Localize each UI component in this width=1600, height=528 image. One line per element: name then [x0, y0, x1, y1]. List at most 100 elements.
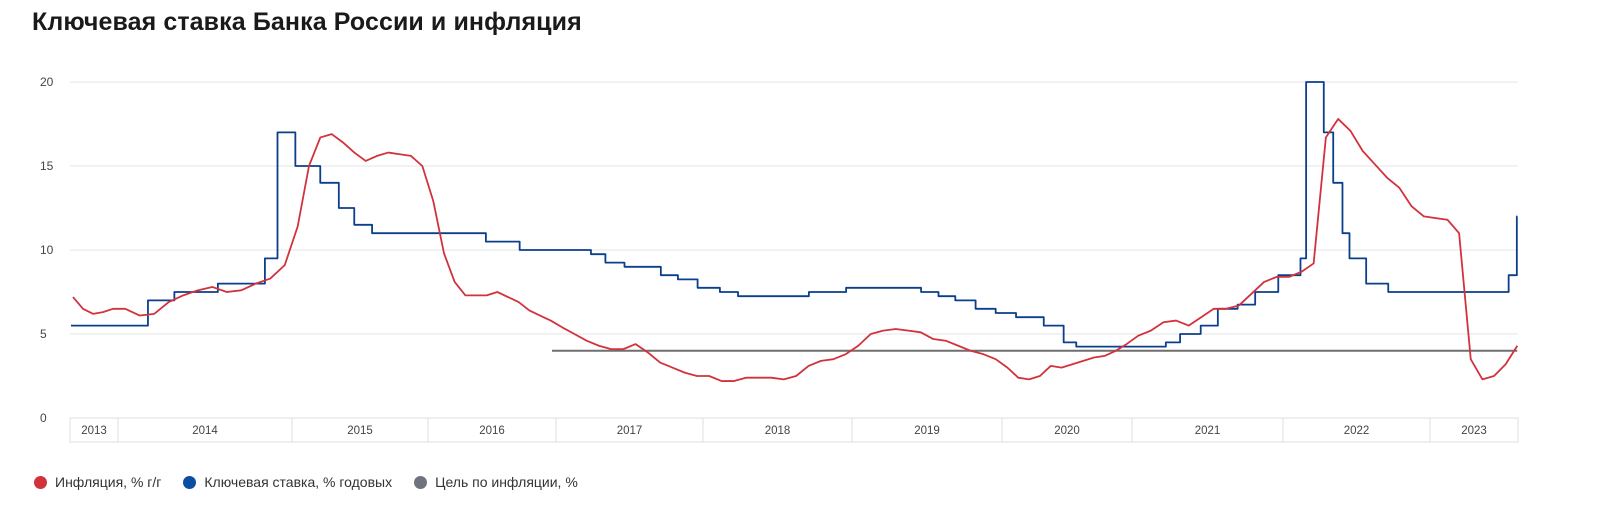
data-point-inflation: [92, 312, 95, 315]
data-point-inflation: [819, 359, 822, 362]
data-point-inflation: [1187, 324, 1190, 327]
data-point-inflation: [1225, 307, 1228, 310]
data-point-inflation: [507, 296, 510, 299]
data-point-inflation: [254, 282, 257, 285]
data-point-inflation: [1312, 262, 1315, 265]
data-point-key-rate: [1341, 232, 1344, 235]
data-point-inflation: [1434, 217, 1437, 220]
legend-label-target: Цель по инфляции, %: [435, 474, 578, 490]
data-point-inflation: [1349, 129, 1352, 132]
data-point-key-rate: [920, 291, 923, 294]
series-inflation: [72, 118, 1519, 383]
data-point-inflation: [1446, 218, 1449, 221]
data-point-inflation: [539, 314, 542, 317]
data-point-inflation: [432, 200, 435, 203]
data-point-inflation: [1028, 378, 1031, 381]
data-point-inflation: [517, 301, 520, 304]
y-axis: 0 5 10 15 20: [40, 75, 54, 425]
data-point-inflation: [907, 329, 910, 332]
data-point-key-rate: [1164, 341, 1167, 344]
data-point-inflation: [453, 280, 456, 283]
data-point-inflation: [496, 291, 499, 294]
y-tick-label: 10: [40, 243, 54, 257]
legend-dot-target: [414, 475, 428, 489]
data-point-inflation: [153, 312, 156, 315]
legend-label-inflation: Инфляция, % г/г: [55, 474, 162, 490]
data-point-key-rate: [1515, 215, 1518, 218]
data-point-key-rate: [1348, 257, 1351, 260]
data-point-inflation: [1361, 149, 1364, 152]
data-point-inflation: [308, 165, 311, 168]
data-point-inflation: [1398, 186, 1401, 189]
data-point-key-rate: [1387, 291, 1390, 294]
data-point-inflation: [464, 294, 467, 297]
data-point-inflation: [124, 307, 127, 310]
data-point-inflation: [844, 353, 847, 356]
data-point-key-rate: [737, 295, 740, 298]
legend-dot-key-rate: [183, 475, 197, 489]
data-point-key-rate: [1299, 257, 1302, 260]
y-tick-label: 15: [40, 159, 54, 173]
data-point-inflation: [102, 311, 105, 314]
data-point-inflation: [240, 289, 243, 292]
data-point-inflation: [1114, 349, 1117, 352]
data-point-inflation: [1237, 304, 1240, 307]
line-key-rate: [70, 81, 1518, 348]
legend-item-key-rate[interactable]: Ключевая ставка, % годовых: [183, 474, 392, 490]
data-point-inflation: [795, 375, 798, 378]
data-point-inflation: [528, 309, 531, 312]
data-point-inflation: [283, 264, 286, 267]
data-point-inflation: [932, 338, 935, 341]
data-point-key-rate: [146, 299, 149, 302]
data-point-inflation: [364, 159, 367, 162]
data-point-inflation: [720, 380, 723, 383]
data-point-inflation: [1458, 232, 1461, 235]
data-point-inflation: [1125, 343, 1128, 346]
legend-item-target[interactable]: Цель по инфляции, %: [414, 474, 578, 490]
data-point-key-rate: [371, 232, 374, 235]
data-point-inflation: [585, 339, 588, 342]
data-point-inflation: [807, 364, 810, 367]
data-point-key-rate: [1507, 274, 1510, 277]
data-point-inflation: [1006, 366, 1009, 369]
data-point-key-rate: [518, 249, 521, 252]
data-point-inflation: [982, 353, 985, 356]
data-point-inflation: [1017, 376, 1020, 379]
data-point-inflation: [919, 331, 922, 334]
data-point-inflation: [745, 376, 748, 379]
legend-item-inflation[interactable]: Инфляция, % г/г: [34, 474, 161, 490]
data-point-key-rate: [604, 261, 607, 264]
data-point-inflation: [597, 344, 600, 347]
data-point-key-rate: [696, 286, 699, 289]
data-point-inflation: [1324, 136, 1327, 139]
data-point-inflation: [1093, 356, 1096, 359]
data-point-inflation: [1516, 344, 1519, 347]
data-point-inflation: [410, 154, 413, 157]
data-point-inflation: [770, 376, 773, 379]
data-point-key-rate: [676, 278, 679, 281]
data-point-inflation: [1103, 354, 1106, 357]
data-point-inflation: [421, 165, 424, 168]
data-point-key-rate: [337, 207, 340, 210]
data-point-inflation: [994, 358, 997, 361]
line-inflation: [72, 118, 1519, 382]
data-point-inflation: [894, 327, 897, 330]
data-point-inflation: [182, 294, 185, 297]
data-point-key-rate: [1322, 131, 1325, 134]
data-point-inflation: [869, 333, 872, 336]
data-point-key-rate: [173, 291, 176, 294]
data-point-key-rate: [1042, 324, 1045, 327]
x-axis: 2013 2014 2015 2016 2017 2018 2019 2020 2021 2022…: [69, 417, 1519, 443]
data-point-key-rate: [1305, 81, 1308, 84]
data-point-inflation: [634, 343, 637, 346]
data-point-inflation: [1200, 316, 1203, 319]
data-point-inflation: [1162, 321, 1165, 324]
x-tick-label: 2022: [1344, 425, 1370, 437]
data-point-inflation: [330, 133, 333, 136]
data-point-inflation: [733, 380, 736, 383]
series-inflation-target: [551, 349, 1518, 352]
data-point-inflation: [225, 291, 228, 294]
data-point-inflation: [353, 151, 356, 154]
data-point-inflation: [1275, 275, 1278, 278]
